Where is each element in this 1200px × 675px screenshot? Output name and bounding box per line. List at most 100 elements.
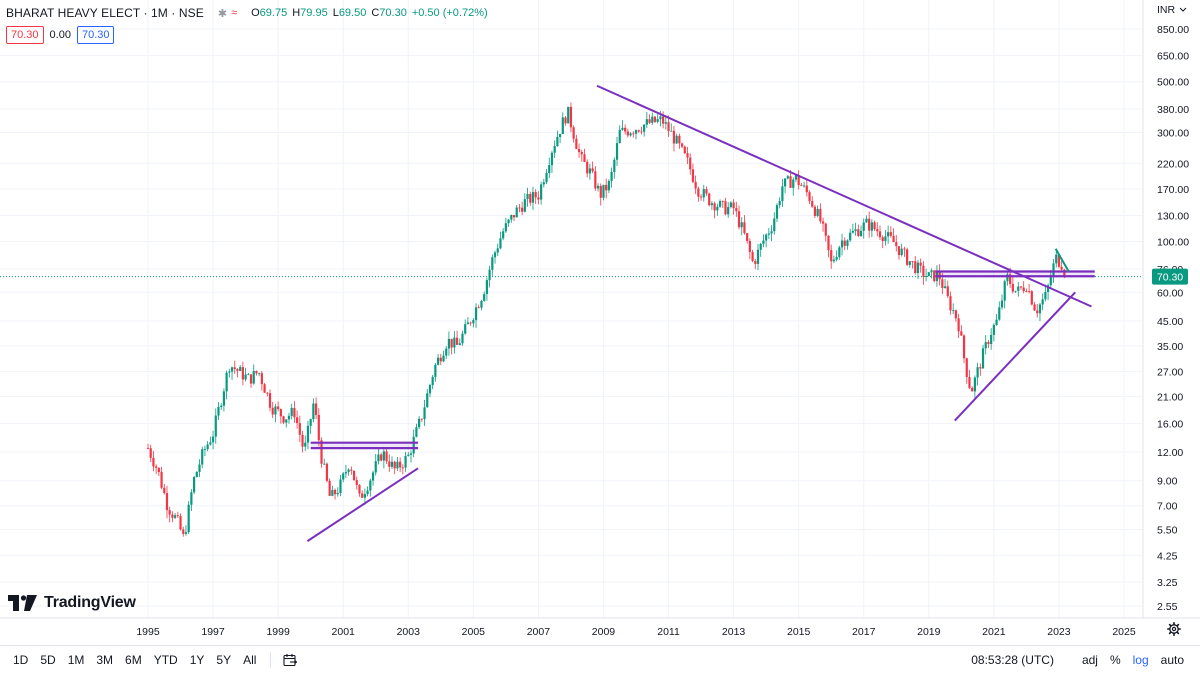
candle-down (748, 240, 751, 253)
candles (146, 102, 1066, 537)
candle-up (531, 192, 535, 203)
price-tick-label: 500.00 (1157, 77, 1189, 89)
candle-up (775, 205, 779, 219)
percent-scale-toggle[interactable]: % (1109, 653, 1121, 667)
candle-up (784, 178, 787, 187)
candle-down (824, 223, 827, 236)
candle-up (567, 106, 570, 124)
sell-price-button[interactable]: 70.30 (6, 26, 44, 44)
candle-down (277, 406, 280, 410)
candle-down (857, 229, 860, 237)
approx-icon[interactable]: ≈ (231, 6, 238, 19)
time-tick-label: 2025 (1112, 626, 1136, 638)
candle-up (344, 471, 348, 474)
timeframe-1m[interactable]: 1M (67, 653, 85, 667)
candle-up (374, 461, 377, 473)
candle-up (1049, 277, 1052, 286)
candle-down (317, 414, 320, 441)
candle-up (184, 532, 188, 534)
candle-down (708, 193, 711, 206)
candle-up (545, 173, 548, 183)
timeframe-1y[interactable]: 1Y (189, 653, 205, 667)
candle-down (455, 337, 459, 345)
candle-up (976, 367, 979, 378)
candle-down (751, 252, 754, 262)
adj-toggle[interactable]: adj (1081, 653, 1098, 667)
candle-down (699, 196, 703, 198)
price-tick-label: 60.00 (1157, 287, 1183, 299)
candle-down (808, 192, 811, 202)
timeframe-1d[interactable]: 1D (13, 653, 29, 667)
bottom-toolbar: 1D 5D 1M 3M 6M YTD 1Y 5Y All 08:53:28 (U… (0, 645, 1200, 674)
timeframe-5y[interactable]: 5Y (216, 653, 232, 667)
price-tick-label: 16.00 (1157, 419, 1183, 431)
trendline (954, 291, 1076, 422)
candle-down (697, 188, 700, 197)
candle-down (1009, 274, 1012, 284)
candle-up (613, 159, 616, 172)
candle-down (914, 261, 917, 274)
timeframe-all[interactable]: All (243, 653, 257, 667)
candle-down (1063, 269, 1066, 277)
candle-down (325, 463, 329, 481)
candle-up (461, 333, 464, 344)
log-scale-toggle[interactable]: log (1132, 653, 1149, 667)
candle-down (380, 454, 383, 461)
candle-down (960, 331, 963, 336)
candle-up (247, 374, 250, 376)
candle-up (916, 262, 920, 274)
price-tick-label: 170.00 (1157, 184, 1189, 196)
candle-up (618, 129, 621, 144)
candle-down (965, 358, 968, 378)
candle-down (873, 222, 876, 230)
candle-up (756, 249, 760, 264)
candle-down (1030, 291, 1033, 305)
open-value: 69.75 (259, 7, 288, 19)
candle-down (889, 232, 892, 236)
candle-up (816, 208, 819, 216)
candle-down (954, 310, 958, 319)
candle-up (561, 117, 564, 134)
candle-down (868, 218, 871, 231)
high-label: H (292, 7, 301, 19)
candle-up (363, 494, 366, 498)
candle-up (762, 240, 765, 244)
timeframe-ytd[interactable]: YTD (153, 653, 178, 667)
candle-down (811, 201, 814, 207)
auto-scale-toggle[interactable]: auto (1160, 653, 1184, 667)
candle-down (813, 206, 817, 216)
candle-up (884, 236, 887, 242)
price-tick-label: 100.00 (1157, 237, 1189, 249)
candle-down (881, 237, 884, 242)
candle-down (821, 221, 825, 224)
candle-up (336, 492, 339, 495)
right-tools: 08:53:28 (UTC) adj % log auto (971, 646, 1190, 674)
symbol-title[interactable]: BHARAT HEAVY ELECT · 1M · NSE (6, 6, 204, 20)
candle-down (683, 146, 686, 154)
asterisk-icon[interactable]: ✱ (217, 7, 228, 20)
candle-down (922, 265, 925, 277)
trendline (306, 467, 419, 542)
candle-down (968, 377, 971, 388)
candle-up (927, 272, 930, 277)
candle-down (328, 480, 331, 496)
candle-up (621, 127, 624, 130)
candle-down (534, 192, 537, 198)
candle-down (827, 235, 830, 251)
timeframe-3m[interactable]: 3M (96, 653, 114, 667)
timeframe-5d[interactable]: 5D (40, 653, 56, 667)
candle-up (404, 455, 407, 468)
clock-readout[interactable]: 08:53:28 (UTC) (971, 653, 1054, 667)
candle-up (510, 215, 513, 220)
timeframe-6m[interactable]: 6M (125, 653, 142, 667)
candle-up (610, 171, 613, 181)
current-price-label: 70.30 (1157, 272, 1183, 284)
candle-up (656, 119, 659, 122)
buy-price-button[interactable]: 70.30 (76, 26, 115, 44)
candle-down (1019, 286, 1023, 288)
candle-up (274, 406, 277, 415)
current-price-badge (1152, 268, 1188, 285)
calendar-range-icon[interactable] (283, 653, 298, 667)
settings-gear-icon[interactable] (1167, 622, 1181, 636)
